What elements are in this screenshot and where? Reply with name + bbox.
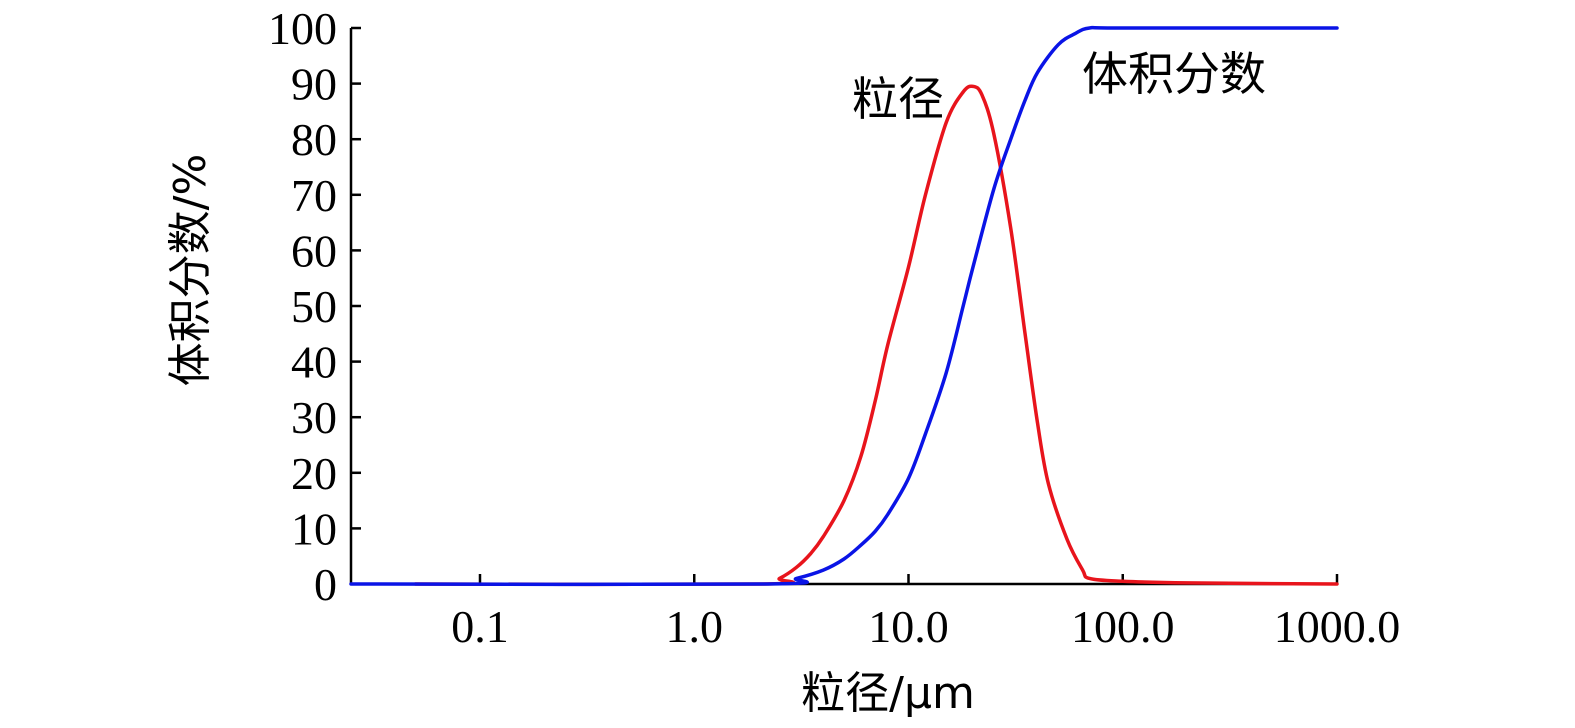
series-annotation-particle-size: 粒径 xyxy=(852,72,944,126)
x-axis-title: 粒径/μm xyxy=(801,668,975,719)
y-tick-label: 0 xyxy=(314,559,337,610)
x-tick-label: 0.1 xyxy=(451,601,509,652)
series-line-particle-size xyxy=(413,84,1339,587)
x-tick-label: 1.0 xyxy=(665,601,723,652)
series-line-volume-fraction xyxy=(349,25,1339,587)
y-tick-label: 100 xyxy=(268,3,337,54)
y-axis-title: 体积分数/% xyxy=(165,154,216,387)
series-layer xyxy=(349,25,1339,587)
x-tick-label: 10.0 xyxy=(868,601,949,652)
y-tick-label: 50 xyxy=(291,281,337,332)
y-tick-label: 30 xyxy=(291,392,337,443)
y-tick-label: 90 xyxy=(291,59,337,110)
x-tick-label: 100.0 xyxy=(1071,601,1175,652)
y-tick-label: 60 xyxy=(291,225,337,276)
x-tick-label: 1000.0 xyxy=(1274,601,1401,652)
y-tick-label: 10 xyxy=(291,503,337,554)
y-tick-label: 80 xyxy=(291,114,337,165)
y-tick-label: 70 xyxy=(291,170,337,221)
series-annotation-volume-fraction: 体积分数 xyxy=(1082,47,1266,101)
y-tick-label: 20 xyxy=(291,448,337,499)
y-tick-label: 40 xyxy=(291,337,337,388)
